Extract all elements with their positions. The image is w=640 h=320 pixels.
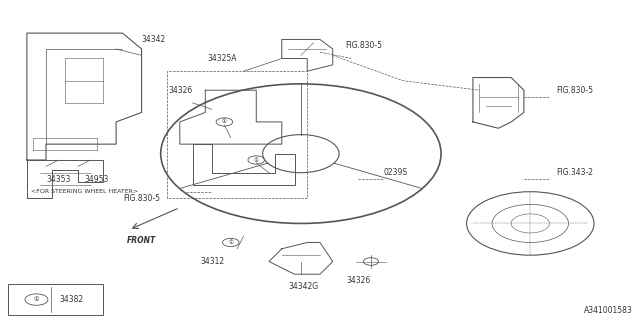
Text: 34312: 34312 — [200, 257, 225, 266]
Text: 34382: 34382 — [60, 295, 84, 304]
Text: <FOR STEERING WHEEL HEATER>: <FOR STEERING WHEEL HEATER> — [31, 189, 138, 194]
Text: 0239S: 0239S — [384, 168, 408, 177]
Text: FRONT: FRONT — [127, 236, 156, 245]
Text: ①: ① — [34, 297, 39, 302]
Text: FIG.343-2: FIG.343-2 — [556, 168, 593, 177]
Text: ①: ① — [222, 119, 227, 124]
Text: ①: ① — [228, 240, 233, 245]
Text: 34353: 34353 — [46, 174, 70, 184]
Text: ①: ① — [254, 157, 259, 163]
Text: 34342G: 34342G — [288, 282, 318, 292]
Text: 34342: 34342 — [141, 35, 166, 44]
Text: A341001583: A341001583 — [584, 307, 632, 316]
Text: FIG.830-5: FIG.830-5 — [346, 41, 383, 50]
Text: 34326: 34326 — [347, 276, 371, 285]
Text: 34953: 34953 — [84, 174, 109, 184]
Text: FIG.830-5: FIG.830-5 — [556, 86, 593, 95]
Text: 34326: 34326 — [168, 86, 193, 95]
Text: 34325A: 34325A — [207, 54, 237, 63]
Text: FIG.830-5: FIG.830-5 — [124, 194, 161, 203]
